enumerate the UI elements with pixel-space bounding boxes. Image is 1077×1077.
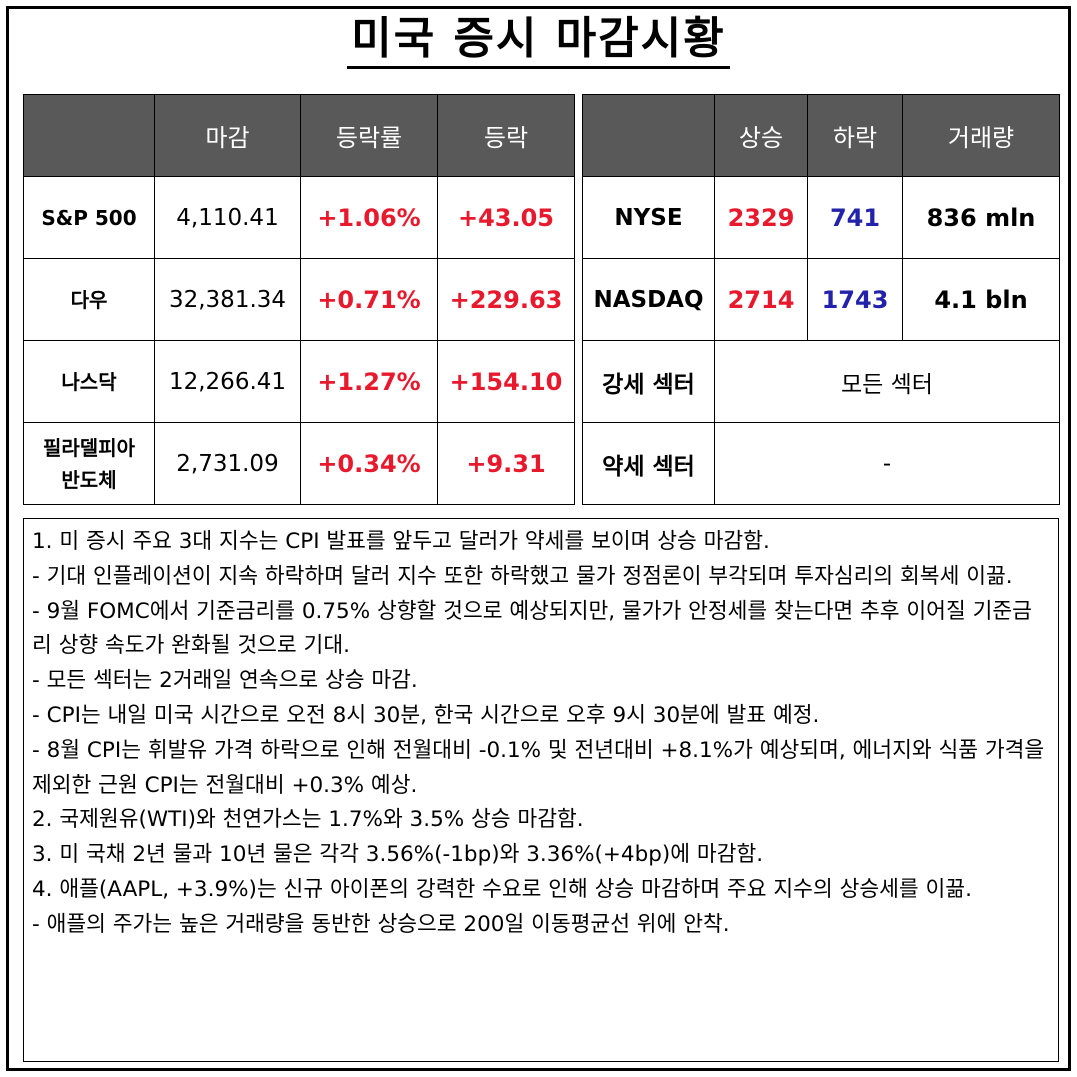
index-name: 다우 (23, 258, 155, 341)
index-pct: +1.27% (300, 340, 438, 423)
index-pct: +0.71% (300, 258, 438, 341)
note-line: - 모든 섹터는 2거래일 연속으로 상승 마감. (32, 668, 418, 694)
weak-sector-label: 약세 섹터 (582, 422, 715, 505)
header-volume: 거래량 (902, 94, 1060, 177)
note-line: - 9월 FOMC에서 기준금리를 0.75% 상향할 것으로 예상되지만, 물… (32, 598, 1032, 659)
title-wrap: 미국 증시 마감시황 (0, 12, 1077, 69)
index-change: +154.10 (437, 340, 575, 423)
index-change: +43.05 (437, 176, 575, 259)
table-row: 필라델피아 반도체 2,731.09 +0.34% +9.31 (23, 422, 575, 505)
decliners: 741 (807, 176, 903, 259)
table-row: NYSE 2329 741 836 mln (582, 176, 1060, 259)
header-blank (582, 94, 715, 177)
index-pct: +1.06% (300, 176, 438, 259)
index-close: 4,110.41 (154, 176, 301, 259)
header-pct: 등락률 (300, 94, 438, 177)
note-line: - 애플의 주가는 높은 거래량을 동반한 상승으로 200일 이동평균선 위에… (32, 911, 730, 937)
index-name: S&P 500 (23, 176, 155, 259)
table-row: 다우 32,381.34 +0.71% +229.63 (23, 258, 575, 341)
note-line: - CPI는 내일 미국 시간으로 오전 8시 30분, 한국 시간으로 오후 … (32, 702, 820, 728)
volume: 4.1 bln (902, 258, 1060, 341)
table-row: 강세 섹터 모든 섹터 (582, 340, 1060, 423)
index-close: 2,731.09 (154, 422, 301, 505)
header-change: 등락 (437, 94, 575, 177)
index-table-header: 마감 등락률 등락 (23, 94, 575, 177)
market-table-header: 상승 하락 거래량 (582, 94, 1060, 177)
note-line: - 기대 인플레이션이 지속 하락하며 달러 지수 또한 하락했고 물가 정점론… (32, 563, 1013, 589)
strong-sector-value: 모든 섹터 (714, 340, 1060, 423)
table-row: 나스닥 12,266.41 +1.27% +154.10 (23, 340, 575, 423)
exchange-name: NYSE (582, 176, 715, 259)
index-name-line2: 반도체 (61, 467, 117, 492)
note-line: 1. 미 증시 주요 3대 지수는 CPI 발표를 앞두고 달러가 약세를 보이… (32, 529, 770, 554)
weak-sector-value: - (714, 422, 1060, 505)
index-close: 32,381.34 (154, 258, 301, 341)
index-name-line1: 필라델피아 (43, 435, 135, 460)
advancers: 2714 (714, 258, 808, 341)
advancers: 2329 (714, 176, 808, 259)
volume: 836 mln (902, 176, 1060, 259)
index-name: 필라델피아 반도체 (23, 422, 155, 505)
note-line: 4. 애플(AAPL, +3.9%)는 신규 아이폰의 강력한 수요로 인해 상… (32, 876, 972, 902)
exchange-name: NASDAQ (582, 258, 715, 341)
header-down: 하락 (807, 94, 903, 177)
table-row: NASDAQ 2714 1743 4.1 bln (582, 258, 1060, 341)
strong-sector-label: 강세 섹터 (582, 340, 715, 423)
note-line: 3. 미 국채 2년 물과 10년 물은 각각 3.56%(-1bp)와 3.3… (32, 842, 764, 868)
index-close: 12,266.41 (154, 340, 301, 423)
table-row: S&P 500 4,110.41 +1.06% +43.05 (23, 176, 575, 259)
header-blank (23, 94, 155, 177)
table-row: 약세 섹터 - (582, 422, 1060, 505)
note-line: - 8월 CPI는 휘발유 가격 하락으로 인해 전월대비 -0.1% 및 전년… (32, 737, 1045, 798)
header-up: 상승 (714, 94, 808, 177)
index-change: +9.31 (437, 422, 575, 505)
index-table: 마감 등락률 등락 S&P 500 4,110.41 +1.06% +43.05… (23, 94, 575, 505)
index-change: +229.63 (437, 258, 575, 341)
page-title: 미국 증시 마감시황 (347, 12, 730, 69)
header-close: 마감 (154, 94, 301, 177)
note-line: 2. 국제원유(WTI)와 천연가스는 1.7%와 3.5% 상승 마감함. (32, 807, 584, 833)
page-frame (6, 6, 1071, 1071)
notes-box: 1. 미 증시 주요 3대 지수는 CPI 발표를 앞두고 달러가 약세를 보이… (23, 518, 1059, 1062)
index-name: 나스닥 (23, 340, 155, 423)
decliners: 1743 (807, 258, 903, 341)
market-table: 상승 하락 거래량 NYSE 2329 741 836 mln NASDAQ 2… (582, 94, 1060, 505)
index-pct: +0.34% (300, 422, 438, 505)
